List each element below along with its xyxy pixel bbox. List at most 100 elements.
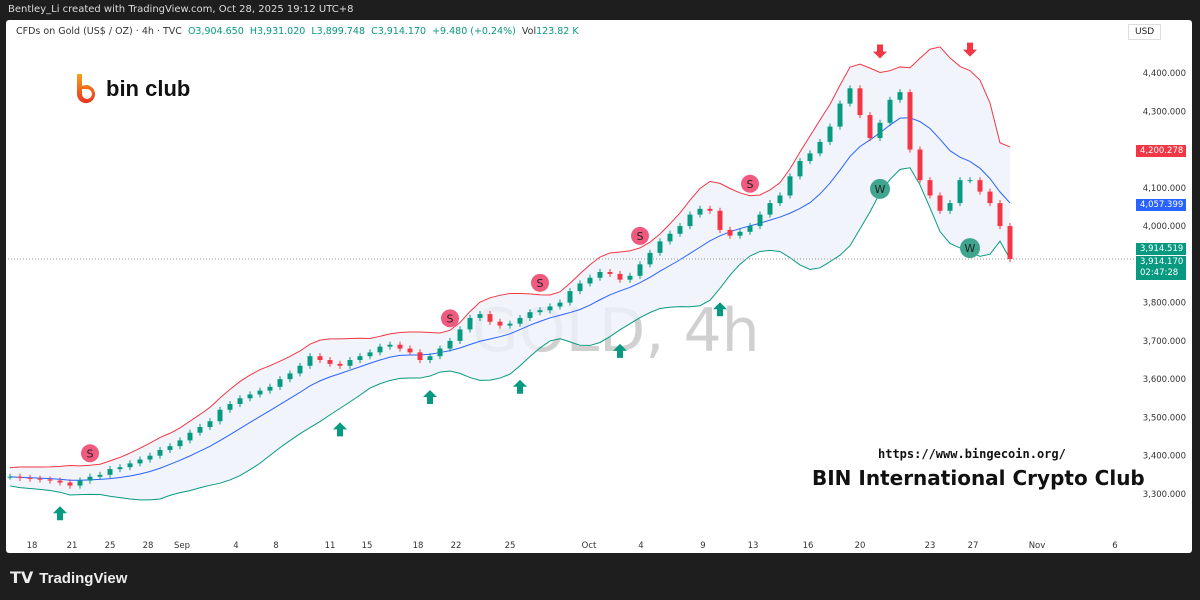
- candle-body: [827, 126, 833, 142]
- candle-body: [17, 476, 23, 478]
- candle-body: [677, 226, 683, 234]
- candle-body: [427, 356, 433, 361]
- candle-body: [807, 153, 813, 162]
- symbol-name: CFDs on Gold (US$ / OZ) · 4h · TVC: [16, 26, 182, 37]
- candle-body: [297, 365, 303, 374]
- candle-body: [247, 394, 253, 399]
- y-tick-label: 3,300.000: [1143, 490, 1186, 500]
- candle-body: [587, 277, 593, 284]
- lower-band-line: [9, 167, 1011, 501]
- candle-body: [67, 482, 73, 486]
- x-tick-label: 20: [855, 541, 866, 551]
- sell-marker: [631, 226, 649, 245]
- candle-body: [327, 360, 333, 364]
- candle-body: [77, 480, 83, 486]
- candle-body: [127, 463, 133, 468]
- tradingview-footer: 𝗧𝗩 TradingView: [10, 568, 127, 588]
- currency-button[interactable]: USD: [1128, 24, 1162, 40]
- basis-tag: 4,057.399: [1136, 199, 1186, 211]
- candle-body: [877, 122, 883, 139]
- candle-body: [567, 291, 573, 303]
- change-value: +9.480 (+0.24%): [432, 26, 516, 37]
- candle-body: [397, 344, 403, 349]
- x-tick-label: Nov: [1029, 541, 1046, 551]
- candle-body: [897, 92, 903, 100]
- candle-body: [667, 233, 673, 242]
- candle-body: [267, 386, 273, 391]
- tradingview-logo-icon: 𝗧𝗩: [10, 570, 34, 587]
- y-tick-label: 3,800.000: [1143, 299, 1186, 309]
- price-chart[interactable]: 4,400.000 4,300.000 4,100.000 4,000.000 3,80…: [0, 0, 1200, 560]
- open-value: O3,904.650: [187, 26, 244, 37]
- candle-body: [797, 161, 803, 177]
- x-tick-label: 15: [362, 541, 373, 551]
- candle-body: [597, 272, 603, 278]
- logo-text: bin club: [106, 76, 191, 101]
- upper-band-tag: 4,200.278: [1136, 145, 1186, 157]
- sell-marker-label: S: [87, 447, 94, 460]
- x-tick-label: 13: [748, 541, 759, 551]
- w-marker-label: W: [965, 242, 976, 255]
- candle-body: [157, 449, 163, 456]
- candle-body: [1007, 226, 1013, 259]
- y-tick-label: 4,300.000: [1143, 107, 1186, 117]
- candle-body: [377, 346, 383, 353]
- credit-line: Bentley_Li created with TradingView.com,…: [8, 4, 354, 15]
- candle-body: [177, 440, 183, 447]
- candle-body: [257, 390, 263, 395]
- candle-body: [347, 360, 353, 366]
- candle-body: [697, 208, 703, 215]
- close-value: C3,914.170: [371, 26, 427, 37]
- candle-body: [237, 398, 243, 405]
- candle-body: [907, 92, 913, 150]
- candle-body: [7, 476, 13, 478]
- sell-arrow-icon: [873, 44, 887, 59]
- x-tick-label: 18: [27, 541, 38, 551]
- x-tick-label: 27: [968, 541, 979, 551]
- candle-body: [217, 409, 223, 422]
- candle-body: [407, 348, 413, 353]
- candle-body: [537, 310, 543, 313]
- candle-body: [37, 478, 43, 480]
- candle-body: [367, 352, 373, 357]
- candle-body: [307, 356, 313, 366]
- candle-body: [837, 103, 843, 127]
- candle-body: [447, 340, 453, 349]
- candle-body: [107, 469, 113, 475]
- x-tick-label: 8: [273, 541, 278, 551]
- candle-body: [867, 115, 873, 139]
- candle-body: [607, 272, 613, 274]
- x-tick-label: 16: [803, 541, 814, 551]
- buy-arrow-icon: [423, 390, 437, 405]
- candle-body: [657, 241, 663, 253]
- basis-line: [9, 117, 1011, 481]
- x-tick-label: Oct: [582, 541, 597, 551]
- x-tick-label: 28: [143, 541, 154, 551]
- candle-body: [457, 329, 463, 341]
- x-tick-label: 25: [105, 541, 116, 551]
- candle-body: [317, 356, 323, 361]
- candle-body: [787, 176, 793, 196]
- candle-body: [167, 446, 173, 450]
- candle-body: [727, 229, 733, 236]
- candle-body: [227, 404, 233, 410]
- candle-body: [777, 195, 783, 204]
- sell-marker-label: S: [637, 230, 644, 243]
- candle-body: [987, 191, 993, 204]
- candle-body: [287, 373, 293, 380]
- x-tick-label: Sep: [174, 541, 190, 551]
- candle-body: [277, 379, 283, 387]
- candle-body: [467, 317, 473, 330]
- candle-body: [977, 180, 983, 192]
- club-name: BIN International Crypto Club: [812, 466, 1145, 490]
- candle-body: [417, 352, 423, 361]
- x-tick-label: 25: [505, 541, 516, 551]
- candle-body: [617, 273, 623, 280]
- volume-label: Vol: [521, 26, 537, 37]
- x-tick-label: 11: [325, 541, 336, 551]
- high-value: H3,931.020: [249, 26, 306, 37]
- candle-body: [207, 421, 213, 427]
- y-tick-label: 4,400.000: [1143, 69, 1186, 79]
- candle-body: [337, 363, 343, 366]
- x-tick-label: 9: [700, 541, 705, 551]
